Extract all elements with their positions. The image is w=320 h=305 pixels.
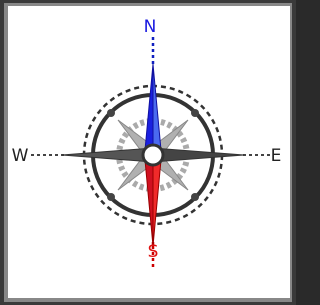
compass-screenshot: N E S W bbox=[0, 0, 296, 305]
hub bbox=[143, 145, 163, 165]
ring-dot bbox=[107, 109, 115, 117]
ring-dot bbox=[191, 109, 199, 117]
ring-dot bbox=[107, 193, 115, 201]
east-label: E bbox=[271, 146, 282, 166]
north-label: N bbox=[144, 17, 157, 37]
south-label: S bbox=[148, 242, 159, 262]
ring-dot bbox=[191, 193, 199, 201]
west-label: W bbox=[12, 146, 29, 166]
